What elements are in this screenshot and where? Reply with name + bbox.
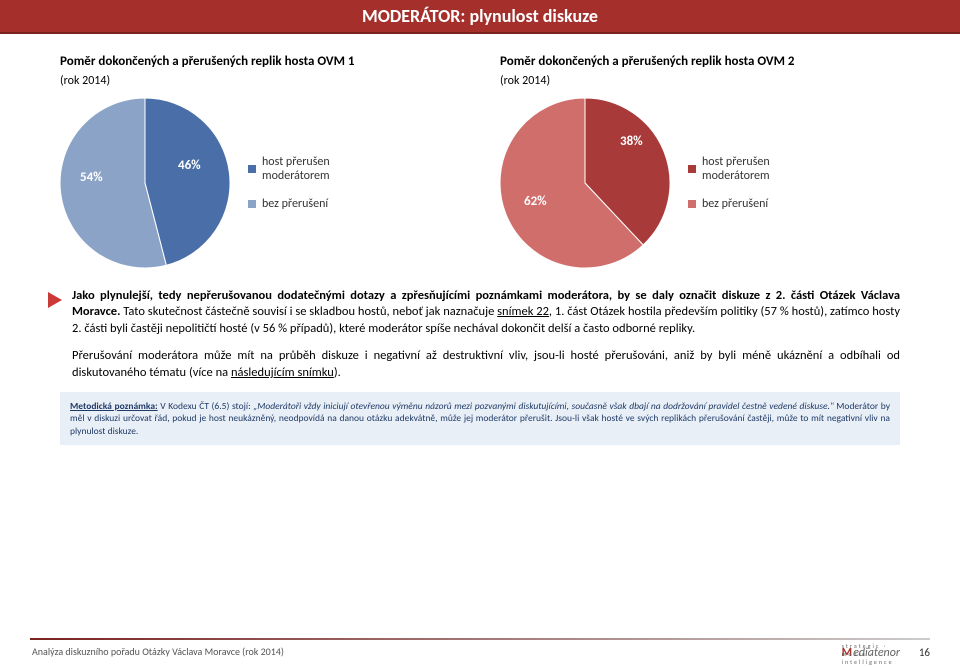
footer: Analýza diskuzního pořadu Otázky Václava… <box>0 638 960 664</box>
chart1-legend-label-1: host přerušen moderátorem <box>262 155 378 183</box>
chart-ovm1: Poměr dokončených a přerušených replik h… <box>60 54 460 268</box>
legend-square-icon <box>248 200 256 208</box>
method-quote: „Moderátoři vždy iniciují otevřenou výmě… <box>253 400 833 412</box>
triangle-marker-icon <box>48 292 62 308</box>
legend-square-icon <box>688 200 696 208</box>
chart-ovm2: Poměr dokončených a přerušených replik h… <box>500 54 900 268</box>
chart1-label-46: 46% <box>178 158 201 173</box>
chart1-legend: host přerušen moderátorem bez přerušení <box>248 155 378 211</box>
paragraph-2: Přerušování moderátora může mít na průbě… <box>72 348 900 382</box>
footer-divider <box>30 638 930 640</box>
chart1-legend-item-1: host přerušen moderátorem <box>248 155 378 183</box>
link-snimek-22[interactable]: snímek 22 <box>497 304 549 319</box>
chart2-legend-label-2: bez přerušení <box>702 197 768 211</box>
method-note-box: Metodická poznámka: V Kodexu ČT (6.5) st… <box>60 392 900 445</box>
chart1-legend-label-2: bez přerušení <box>262 197 328 211</box>
chart1-label-54: 54% <box>80 170 103 185</box>
chart2-title: Poměr dokončených a přerušených replik h… <box>500 54 900 70</box>
chart2-legend-label-1: host přerušen moderátorem <box>702 155 818 183</box>
page-header: MODERÁTOR: plynulost diskuze <box>0 0 960 34</box>
header-title: MODERÁTOR: plynulost diskuze <box>362 5 598 27</box>
chart2-legend-item-2: bez přerušení <box>688 197 818 211</box>
page-number: 16 <box>919 646 930 659</box>
chart2-legend-item-1: host přerušen moderátorem <box>688 155 818 183</box>
p2-c: ). <box>334 365 341 380</box>
legend-square-icon <box>248 165 256 173</box>
p2-a: Přerušování moderátora může mít na průbě… <box>72 348 900 380</box>
chart2-subtitle: (rok 2014) <box>500 74 900 88</box>
link-next-slide[interactable]: následujícím snímku <box>231 365 334 380</box>
footer-left-text: Analýza diskuzního pořadu Otázky Václava… <box>32 645 284 658</box>
chart1-area: 54% 46% host přerušen moderátorem bez př… <box>60 98 460 268</box>
chart1-title: Poměr dokončených a přerušených replik h… <box>60 54 460 70</box>
paragraph-1: Jako plynulejší, tedy nepřerušovanou dod… <box>72 288 900 339</box>
chart1-legend-item-2: bez přerušení <box>248 197 378 211</box>
chart1-pie: 54% 46% <box>60 98 230 268</box>
chart1-subtitle: (rok 2014) <box>60 74 460 88</box>
logo-sub: strategic · media · intelligence <box>842 642 900 666</box>
mediatenor-logo: Mediatenor strategic · media · intellige… <box>842 646 900 660</box>
chart2-legend: host přerušen moderátorem bez přerušení <box>688 155 818 211</box>
p1-b: Tato skutečnost částečně souvisí i se sk… <box>120 304 497 319</box>
body-text: Jako plynulejší, tedy nepřerušovanou dod… <box>0 268 960 382</box>
chart2-label-38: 38% <box>620 134 643 149</box>
chart2-label-62: 62% <box>524 194 547 209</box>
charts-row: Poměr dokončených a přerušených replik h… <box>0 34 960 268</box>
chart2-pie: 62% 38% <box>500 98 670 268</box>
chart2-area: 62% 38% host přerušen moderátorem bez př… <box>500 98 900 268</box>
method-label: Metodická poznámka: <box>70 400 158 412</box>
method-t1: V Kodexu ČT (6.5) stojí: <box>158 400 254 412</box>
legend-square-icon <box>688 165 696 173</box>
